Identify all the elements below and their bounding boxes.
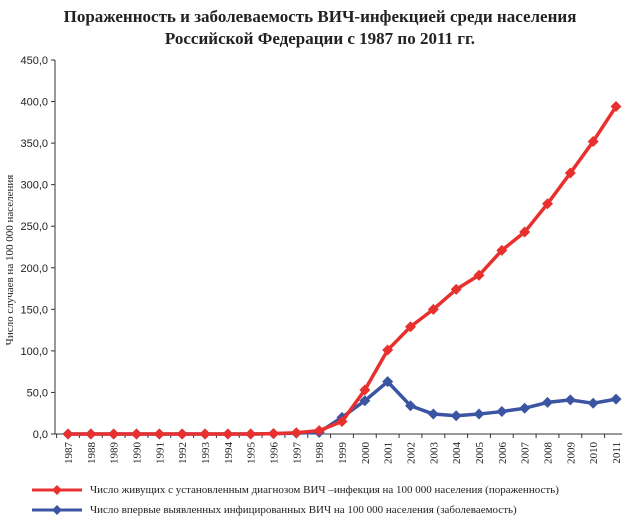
x-tick-label: 1989: [109, 442, 121, 465]
y-tick-label: 150,0: [20, 304, 48, 316]
y-tick-label: 0,0: [33, 429, 48, 441]
legend-swatch-incidence: [32, 505, 82, 515]
x-tick-label: 2008: [543, 442, 555, 465]
x-tick-label: 1995: [246, 442, 258, 465]
y-tick-label: 100,0: [20, 346, 48, 358]
x-tick-label: 1992: [177, 442, 189, 464]
y-tick-label: 50,0: [27, 387, 48, 399]
data-point-incidence: [519, 402, 531, 414]
y-tick-label: 250,0: [20, 221, 48, 233]
data-point-prevalence: [85, 428, 97, 440]
x-tick-label: 2011: [611, 442, 623, 464]
data-point-prevalence: [496, 244, 508, 256]
data-point-incidence: [587, 397, 599, 409]
x-tick-label: 1997: [291, 442, 303, 465]
x-tick-label: 2007: [520, 442, 532, 465]
x-tick-label: 1996: [269, 442, 281, 465]
legend-label-incidence: Число впервые выявленных инфицированных …: [90, 504, 517, 516]
data-point-prevalence: [222, 428, 234, 440]
data-point-prevalence: [382, 344, 394, 356]
chart-title-line2: Российской Федерации с 1987 по 2011 гг.: [164, 29, 476, 48]
data-point-prevalence: [108, 428, 120, 440]
data-point-incidence: [382, 376, 394, 388]
x-tick-label: 1991: [154, 442, 166, 464]
x-tick-label: 2009: [565, 442, 577, 465]
data-point-incidence: [405, 400, 416, 412]
data-point-prevalence: [473, 269, 485, 281]
y-tick-label: 450,0: [20, 55, 48, 67]
x-tick-label: 2003: [428, 442, 440, 465]
data-point-incidence: [542, 396, 553, 408]
x-tick-label: 1988: [86, 442, 98, 465]
y-tick-label: 350,0: [20, 138, 48, 150]
x-tick-label: 2000: [360, 442, 372, 465]
x-tick-label: 2001: [383, 442, 395, 464]
data-point-incidence: [427, 408, 439, 420]
chart-title: Пораженность и заболеваемость ВИЧ-инфекц…: [0, 6, 640, 50]
data-point-prevalence: [131, 428, 142, 440]
data-point-incidence: [610, 393, 622, 405]
data-point-prevalence: [62, 428, 74, 440]
data-point-incidence: [496, 406, 508, 418]
data-point-incidence: [450, 410, 462, 422]
data-point-prevalence: [359, 384, 371, 396]
x-tick-label: 1993: [200, 442, 212, 465]
x-tick-label: 2004: [451, 442, 463, 465]
x-tick-label: 1999: [337, 442, 349, 465]
series-line-prevalence: [68, 105, 618, 436]
x-tick-label: 2005: [474, 442, 486, 465]
data-point-prevalence: [313, 425, 325, 437]
x-tick-label: 2002: [406, 442, 418, 464]
y-tick-label: 400,0: [20, 97, 48, 109]
data-point-prevalence: [336, 416, 348, 428]
data-point-prevalence: [199, 428, 211, 440]
data-point-incidence: [473, 408, 485, 420]
x-tick-label: 1994: [223, 442, 235, 465]
data-point-prevalence: [245, 428, 257, 440]
data-point-prevalence: [587, 135, 599, 147]
data-point-prevalence: [450, 283, 462, 295]
x-tick-label: 1998: [314, 442, 326, 465]
x-tick-label: 2006: [497, 442, 509, 465]
x-tick-label: 1990: [132, 442, 144, 465]
data-point-prevalence: [405, 321, 416, 333]
data-point-incidence: [359, 395, 371, 407]
data-point-prevalence: [610, 101, 622, 113]
data-point-prevalence: [290, 427, 302, 439]
chart-title-line1: Пораженность и заболеваемость ВИЧ-инфекц…: [63, 7, 577, 26]
data-point-prevalence: [519, 226, 531, 238]
y-tick-label: 300,0: [20, 180, 48, 192]
data-point-prevalence: [268, 428, 279, 440]
y-tick-label: 200,0: [20, 263, 48, 275]
legend-swatch-prevalence: [32, 485, 82, 495]
x-tick-label: 2010: [588, 442, 600, 465]
data-point-prevalence: [542, 198, 553, 210]
data-point-prevalence: [176, 428, 188, 440]
data-point-prevalence: [564, 167, 576, 179]
data-point-incidence: [564, 394, 576, 406]
data-point-prevalence: [153, 428, 165, 440]
legend-label-prevalence: Число живущих с установленным диагнозом …: [90, 484, 559, 496]
x-tick-label: 1987: [63, 442, 75, 465]
data-point-prevalence: [427, 303, 439, 315]
